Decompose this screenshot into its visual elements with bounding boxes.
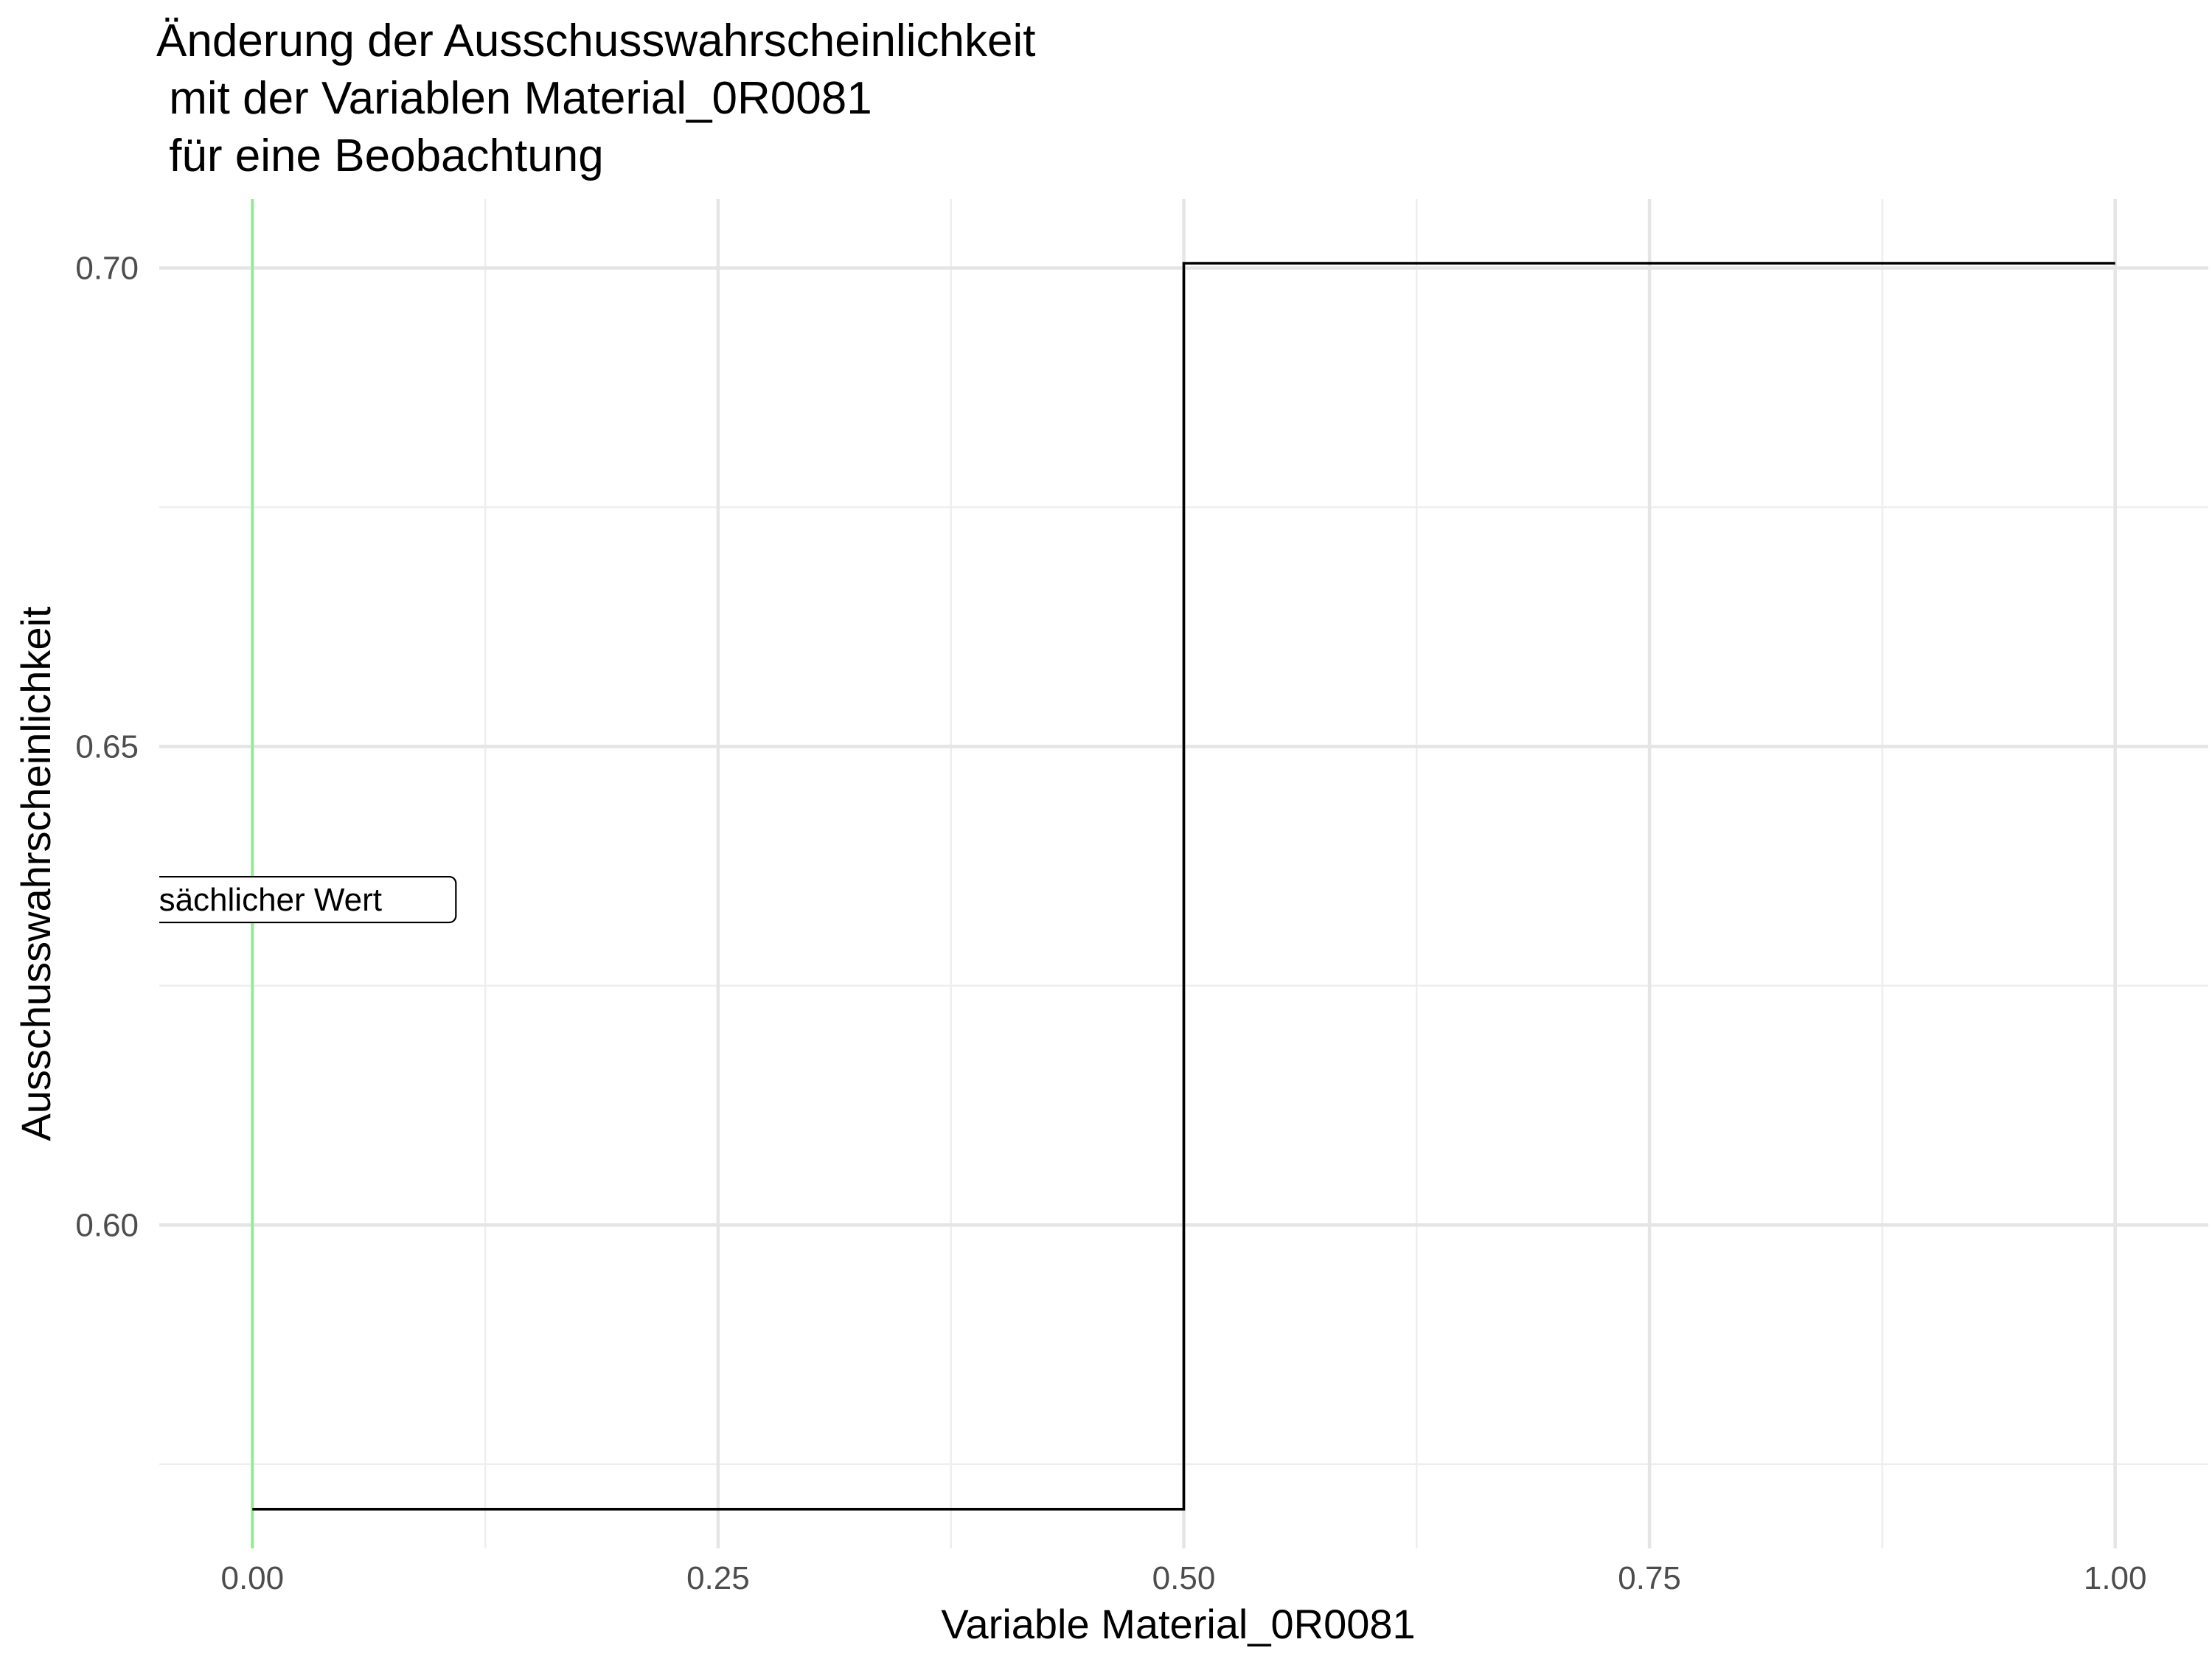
reference-label: tatsächlicher Wert: [123, 882, 382, 918]
chart-title-line-3: für eine Beobachtung: [156, 131, 604, 181]
series-layer: [252, 262, 2115, 1511]
x-axis-title: Variable Material_0R0081: [941, 1601, 1415, 1647]
y-tick-label: 0.65: [75, 728, 139, 765]
x-tick-label: 1.00: [2084, 1560, 2147, 1596]
x-tick-label: 0.50: [1152, 1560, 1216, 1596]
reference-label-box: [159, 875, 457, 924]
x-tick-label: 0.25: [686, 1560, 750, 1596]
y-tick-label: 0.70: [75, 250, 139, 286]
y-tick-label: 0.60: [75, 1207, 139, 1243]
x-tick-label: 0.75: [1618, 1560, 1681, 1596]
tick-labels: 0.00 0.25 0.50 0.75 1.00 0.60 0.65 0.70: [75, 250, 2146, 1596]
chart-title-line-2: mit der Variablen Material_0R0081: [156, 73, 872, 124]
chart-title-line-1: Änderung der Ausschusswahrscheinlichkeit: [156, 15, 1035, 66]
series-step-line: [252, 262, 2115, 1511]
y-axis-title: Ausschusswahrscheinlichkeit: [13, 606, 59, 1141]
x-tick-label: 0.00: [220, 1560, 284, 1596]
reference-label-layer: tatsächlicher Wert: [123, 875, 457, 924]
